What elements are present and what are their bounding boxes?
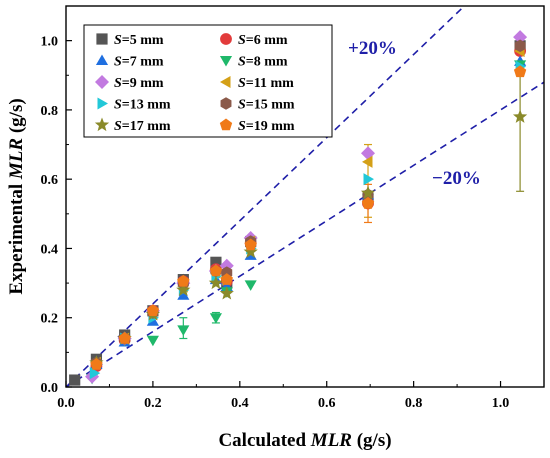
reference-line-plus-20 [66, 6, 466, 387]
legend-marker [220, 97, 232, 110]
series-8 [89, 109, 528, 369]
data-point [176, 282, 191, 297]
data-point [177, 274, 190, 287]
data-point [514, 39, 526, 53]
x-tick-label: 0.0 [57, 396, 75, 411]
legend-label: S=8 mm [238, 55, 288, 70]
legend-item: S=15 mm [220, 97, 295, 113]
legend: S=5 mm S=6 mm S=7 mm S=8 mm S=9 mm S=11 mm S=1… [83, 24, 333, 138]
series-9 [90, 65, 527, 370]
legend-marker [95, 75, 109, 89]
legend-label: S=9 mm [114, 76, 164, 91]
legend-label: S=17 mm [114, 119, 171, 134]
legend-label: S=15 mm [238, 98, 295, 113]
data-point [177, 325, 190, 336]
data-point [362, 155, 373, 168]
legend-item: S=6 mm [220, 33, 288, 48]
y-tick-label: 0.6 [41, 173, 59, 188]
legend-label: S=5 mm [114, 33, 164, 48]
data-point [208, 275, 224, 290]
legend-marker [96, 33, 108, 45]
y-tick-label: 0.8 [41, 104, 59, 119]
data-point [209, 264, 223, 277]
labels-layer: +20% −20% [348, 38, 481, 189]
data-point [513, 65, 527, 78]
legend-marker [94, 117, 110, 132]
legend-label: S=7 mm [114, 55, 164, 70]
y-tick-label: 0.4 [41, 242, 59, 257]
data-point [210, 256, 222, 268]
reference-line-minus-20 [66, 81, 544, 387]
reference-lines-layer [66, 6, 544, 387]
band-label-plus-20: +20% [348, 38, 397, 59]
x-axis-title: Calculated MLR (g/s) [218, 430, 391, 451]
data-point [69, 374, 81, 386]
data-point [361, 146, 376, 161]
legend-label: S=19 mm [238, 119, 295, 134]
y-tick-label: 0.2 [41, 312, 59, 327]
x-tick-label: 0.6 [318, 396, 336, 411]
legend-item: S=9 mm [95, 75, 164, 91]
data-point [90, 357, 103, 370]
legend-marker [95, 54, 109, 65]
data-point [146, 304, 160, 317]
data-point [361, 196, 375, 209]
x-tick-label: 0.8 [405, 396, 423, 411]
legend-item: S=7 mm [95, 54, 164, 70]
data-point [244, 238, 257, 251]
data-point [89, 367, 101, 380]
data-point [209, 313, 222, 324]
legend-marker [220, 33, 232, 45]
data-point [513, 30, 528, 45]
x-tick-label: 0.4 [231, 396, 249, 411]
legend-item: S=8 mm [219, 55, 288, 70]
y-tick-label: 1.0 [41, 35, 59, 50]
axes-layer: 0.00.0 0.2 0.2 0.4 0.4 0.6 0.6 0.8 0.8 1.0 1.0 Calc… [6, 5, 545, 451]
legend-marker [97, 97, 108, 110]
data-point [512, 109, 528, 123]
data-points-layer [69, 30, 528, 386]
data-point [177, 289, 190, 300]
legend-label: S=13 mm [114, 98, 171, 113]
data-point [220, 273, 233, 285]
legend-marker [219, 56, 233, 67]
y-tick-label: 0.0 [41, 381, 59, 396]
legend-item: S=13 mm [97, 97, 171, 113]
data-point [146, 335, 159, 347]
legend-item: S=11 mm [220, 75, 294, 91]
data-point [243, 244, 258, 258]
legend-item: S=17 mm [94, 117, 171, 134]
legend-marker [220, 75, 231, 89]
plot-frame [65, 5, 545, 388]
data-point [118, 332, 131, 344]
legend-item: S=5 mm [96, 33, 164, 48]
y-axis-title: Experimental MLR (g/s) [6, 98, 27, 294]
data-point [244, 280, 257, 291]
data-point [363, 173, 375, 186]
legend-marker [219, 118, 233, 131]
legend-label: S=11 mm [238, 76, 294, 91]
legend-box [83, 24, 333, 138]
x-tick-label: 1.0 [492, 396, 510, 411]
x-tick-label: 0.2 [144, 396, 162, 411]
data-point [219, 285, 234, 300]
data-point [360, 185, 376, 200]
legend-label: S=6 mm [238, 33, 288, 48]
band-label-minus-20: −20% [432, 168, 481, 189]
legend-item: S=19 mm [219, 118, 295, 134]
